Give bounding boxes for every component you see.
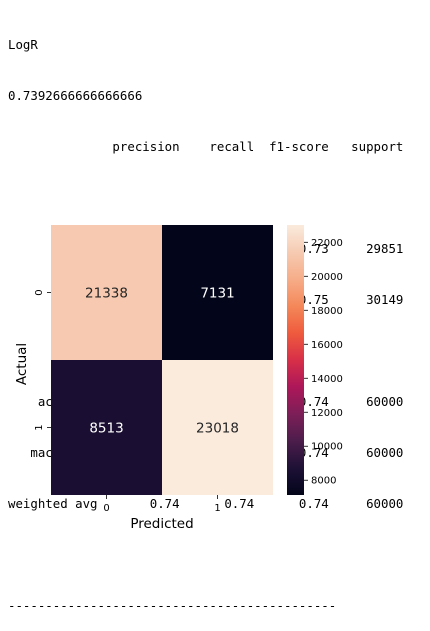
colorbar-tick-label: 16000	[311, 340, 343, 351]
y-axis-ticks: 01	[34, 289, 51, 431]
heatmap-cells	[51, 225, 273, 495]
report-row-weighted-avg: weighted avg 0.74 0.74 0.74 60000	[8, 496, 404, 511]
cell-value-0-1: 7131	[200, 286, 234, 302]
x-axis-label: Predicted	[130, 516, 193, 532]
colorbar-tick-label: 8000	[311, 476, 336, 487]
colorbar-tick-label: 18000	[311, 306, 343, 317]
y-tick-label: 0	[34, 289, 45, 295]
heatmap-cell-1-0	[51, 360, 162, 495]
report-row	[8, 189, 428, 206]
colorbar-tick-label: 14000	[311, 374, 343, 385]
model-name: LogR	[8, 37, 38, 52]
heatmap-cell-1-1	[162, 360, 273, 495]
colorbar-tick-label: 10000	[311, 442, 343, 453]
y-axis-label: Actual	[14, 343, 30, 385]
accuracy-score: 0.7392666666666666	[8, 88, 143, 103]
cell-value-1-1: 23018	[196, 421, 239, 437]
heatmap-annotations: 21338 7131 8513 23018	[85, 286, 239, 437]
x-tick-label: 1	[214, 503, 220, 514]
cell-value-0-0: 21338	[85, 286, 128, 302]
colorbar-ticks: 8000 10000 12000 14000 16000 18000 20000 22000	[304, 238, 343, 487]
heatmap-cell-0-0	[51, 225, 162, 360]
separator-line: ----------------------------------------…	[8, 598, 337, 613]
heatmap-cell-0-1	[162, 225, 273, 360]
colorbar-tick-label: 22000	[311, 238, 343, 249]
cell-value-1-0: 8513	[89, 421, 123, 437]
blank-line	[8, 546, 428, 563]
x-tick-label: 0	[103, 503, 109, 514]
colorbar-tick-label: 20000	[311, 272, 343, 283]
colorbar-tick-label: 12000	[311, 408, 343, 419]
colorbar	[287, 225, 304, 495]
y-tick-label: 1	[34, 424, 45, 430]
report-header: precision recall f1-score support	[8, 139, 404, 154]
